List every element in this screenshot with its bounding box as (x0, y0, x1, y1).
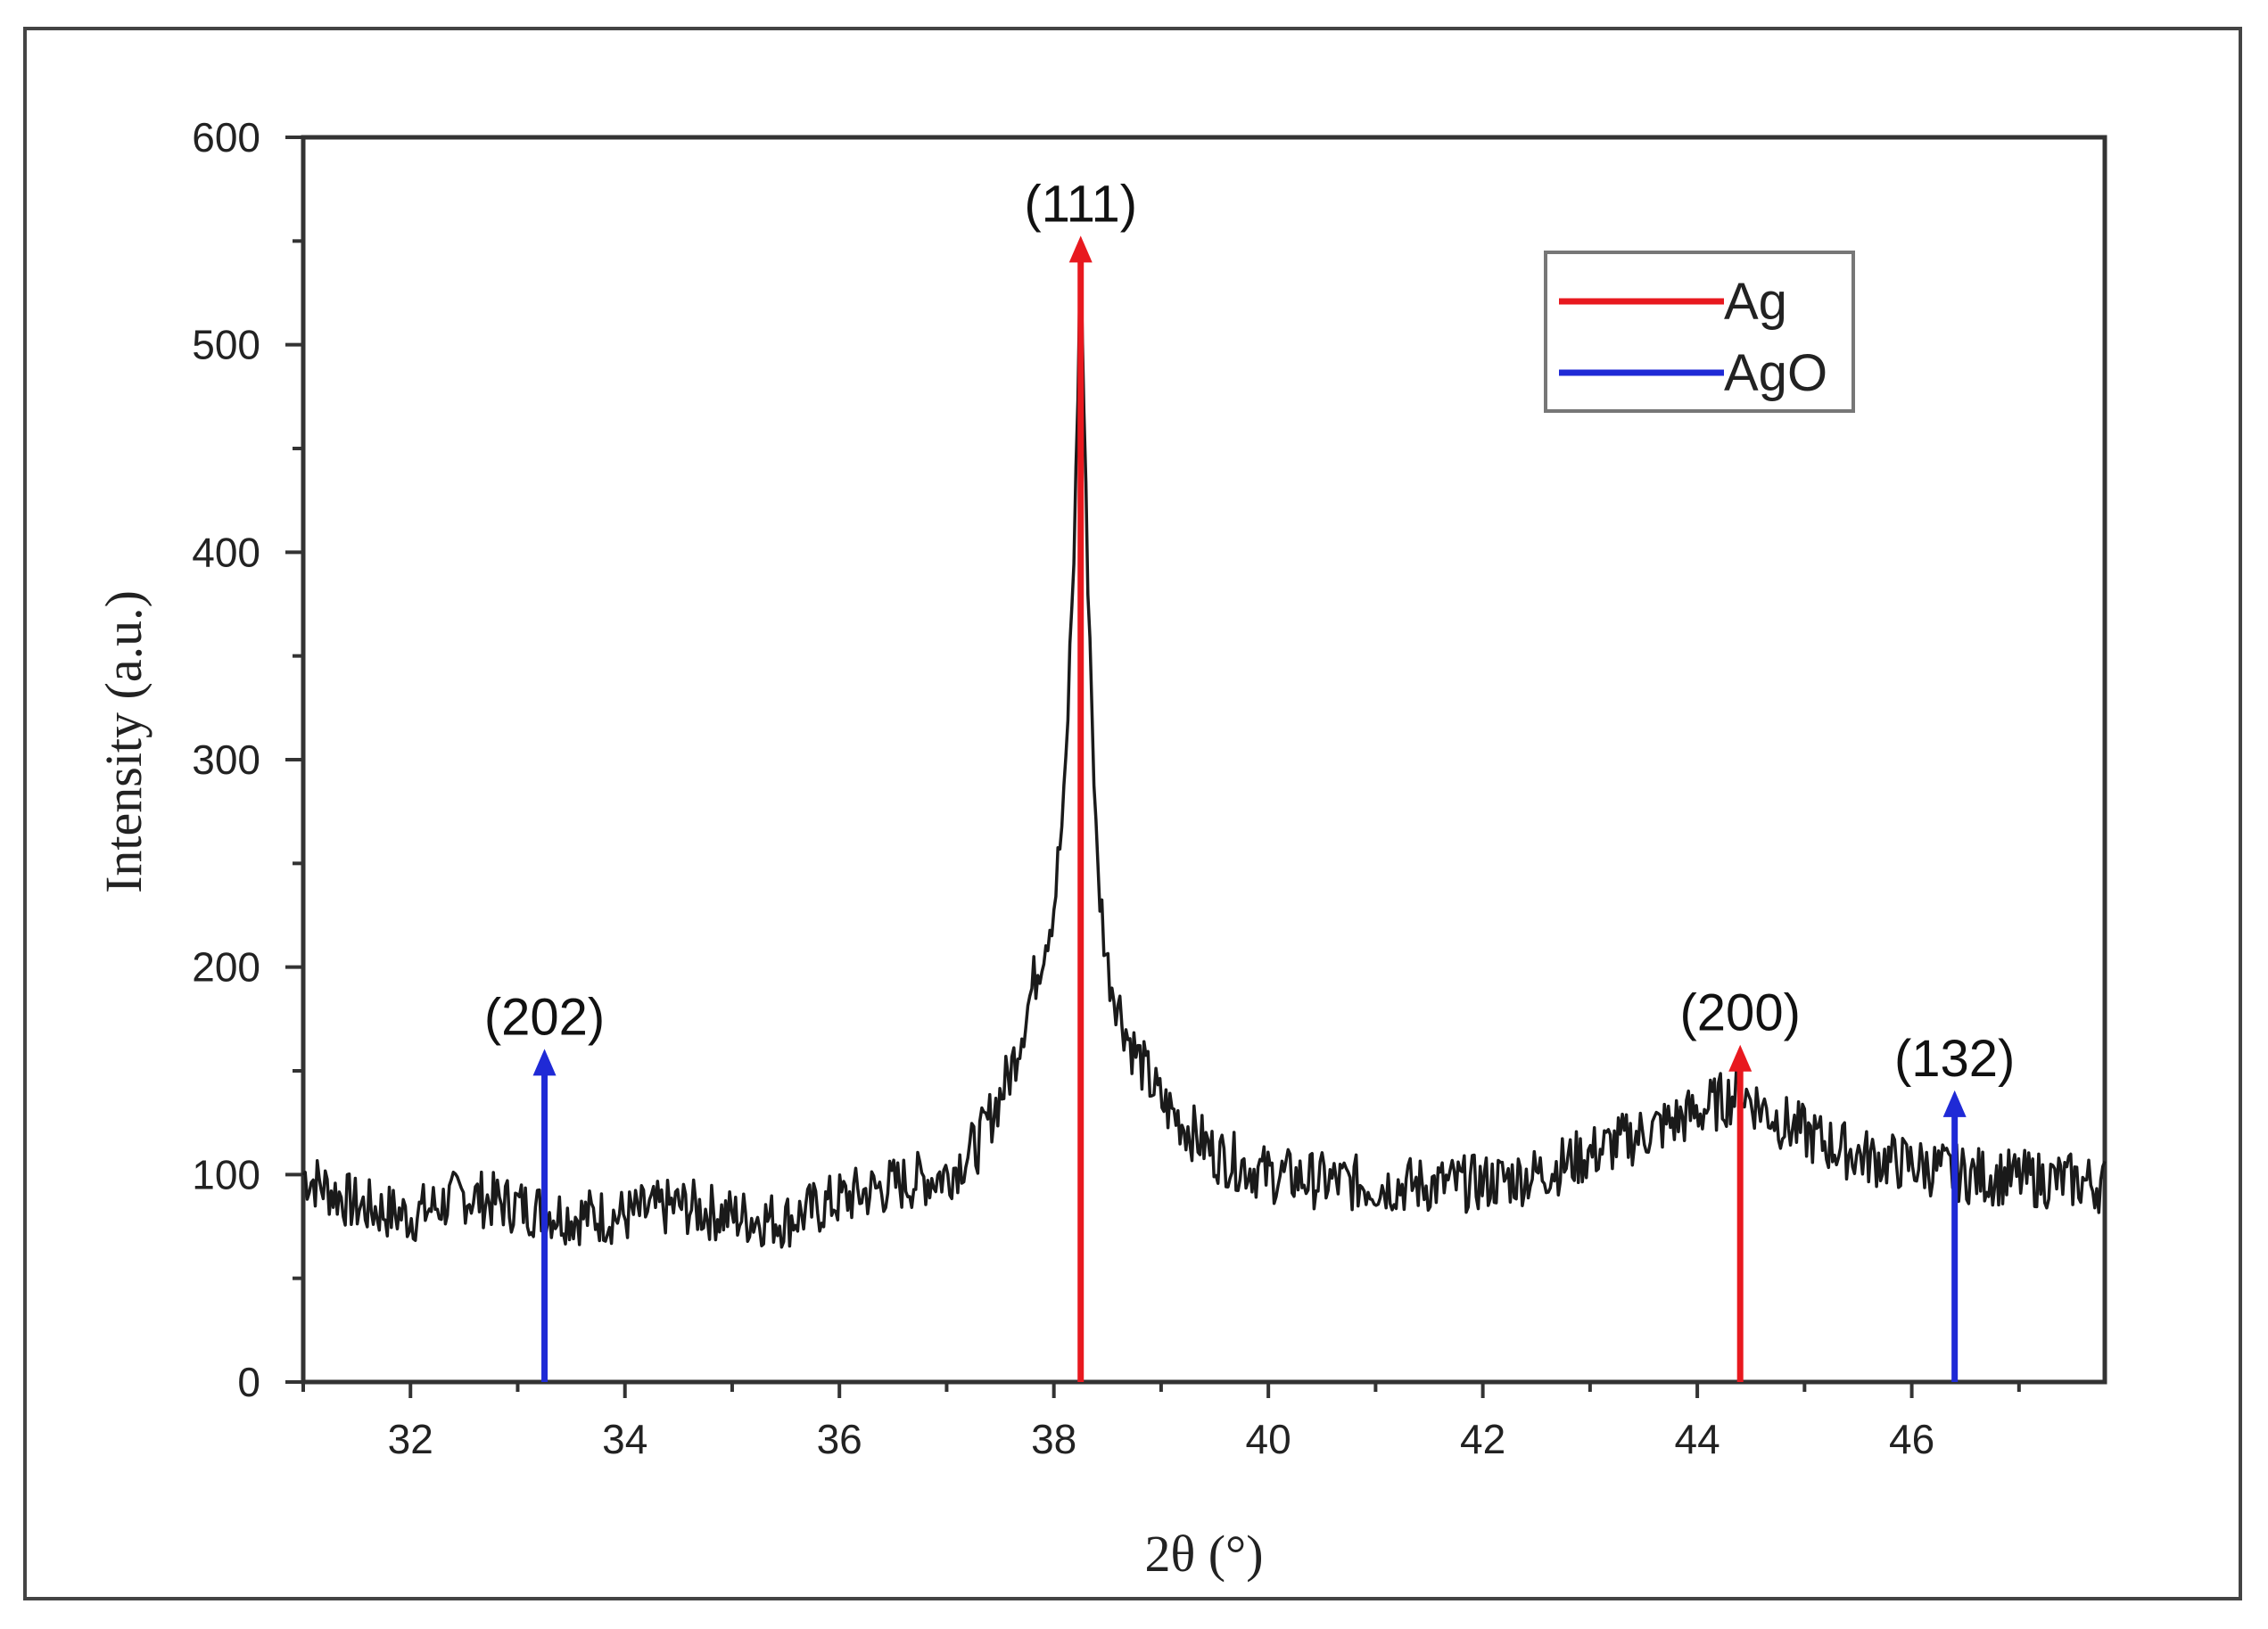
y-tick-label: 400 (192, 529, 260, 575)
x-tick-label: 38 (1031, 1416, 1076, 1462)
peak-arrowhead-ago (1942, 1090, 1967, 1117)
xrd-pattern-line (301, 281, 2107, 1249)
figure-frame (23, 27, 2242, 1600)
peak-label: (200) (1679, 984, 1800, 1042)
y-tick-label: 0 (237, 1359, 260, 1405)
legend: Ag AgO (1544, 251, 1855, 413)
legend-box (1544, 251, 1855, 413)
peak-label: (202) (484, 988, 605, 1046)
plot-area: 32 34 36 38 40 42 44 46 0 100 200 300 400 500 600 (111)… (192, 114, 2107, 1462)
x-tick-label: 36 (817, 1416, 862, 1462)
x-tick-label: 42 (1460, 1416, 1505, 1462)
legend-label-ag: Ag (1724, 273, 1787, 331)
peak-arrowhead-ago (532, 1049, 557, 1076)
x-tick-label: 46 (1889, 1416, 1934, 1462)
x-tick-label: 32 (388, 1416, 433, 1462)
peak-arrowhead-ag (1068, 235, 1093, 263)
y-axis-title: Intensity (a.u.) (95, 590, 153, 893)
peak-arrowhead-ag (1728, 1044, 1753, 1072)
y-tick-label: 300 (192, 736, 260, 783)
peak-label: (132) (1894, 1030, 2015, 1088)
peak-label: (111) (1024, 175, 1137, 233)
x-tick-label: 44 (1675, 1416, 1720, 1462)
y-tick-label: 200 (192, 944, 260, 991)
y-tick-label: 100 (192, 1151, 260, 1197)
x-tick-label: 40 (1246, 1416, 1291, 1462)
x-axis-title: 2θ (°) (1144, 1525, 1263, 1583)
legend-label-ago: AgO (1724, 344, 1827, 402)
y-tick-label: 500 (192, 322, 260, 368)
x-tick-label: 34 (602, 1416, 647, 1462)
y-tick-label: 600 (192, 114, 260, 160)
